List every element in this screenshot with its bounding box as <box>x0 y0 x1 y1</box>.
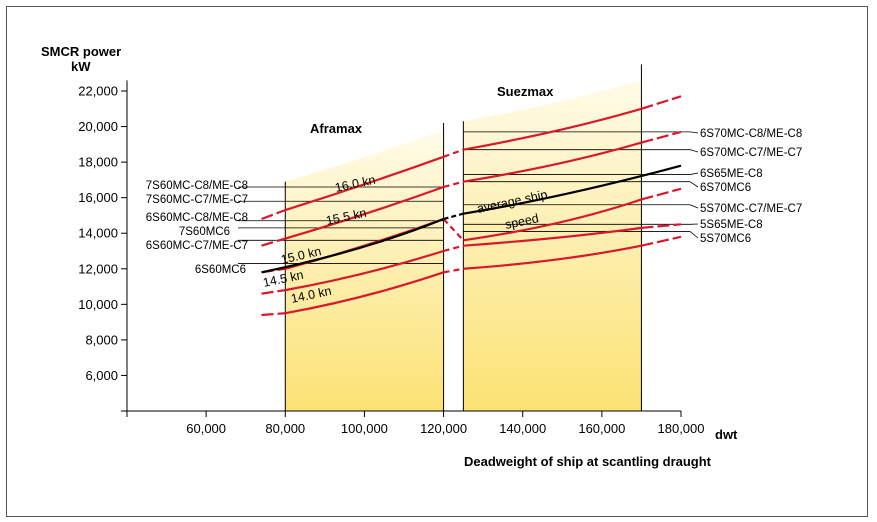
x-tick-label: 160,000 <box>578 421 625 436</box>
speed-curve-extension-left <box>261 209 286 221</box>
y-axis-title: SMCR power <box>41 44 121 59</box>
engine-label-left: 6S60MC6 <box>195 264 246 276</box>
y-tick-label: 18,000 <box>78 155 118 170</box>
region-label: Aframax <box>310 121 363 136</box>
speed-curve-extension-right <box>641 223 682 229</box>
engine-leader <box>689 181 699 188</box>
engine-label-right: 5S70MC6 <box>700 233 751 245</box>
speed-curve-extension-left <box>261 312 286 317</box>
y-tick-label: 8,000 <box>85 332 118 347</box>
y-tick-label: 6,000 <box>85 368 118 383</box>
region-shading <box>284 64 642 411</box>
chart-frame: 60,000 80,000 100,000 120,000 140,000 160,000… <box>6 6 868 517</box>
speed-curve-extension-right <box>641 130 682 144</box>
engine-label-right: 6S70MC-C7/ME-C7 <box>700 147 802 159</box>
speed-curve-suezmax <box>463 198 642 242</box>
y-tick-label: 10,000 <box>78 297 118 312</box>
speed-curve-extension-left <box>261 237 286 247</box>
average-speed-gap <box>443 212 464 221</box>
speed-curve-gap <box>443 244 464 253</box>
speed-curve-aframax <box>285 249 444 292</box>
y-tick-label: 22,000 <box>78 84 118 99</box>
speed-curve-suezmax <box>463 107 642 151</box>
engine-label-left: 7S60MC-C7/ME-C7 <box>146 194 248 206</box>
engine-label-left: 6S60MC-C8/ME-C8 <box>146 212 248 224</box>
engine-label-right: 5S65ME-C8 <box>700 219 763 231</box>
speed-curve-aframax <box>284 155 444 212</box>
y-tick-label: 12,000 <box>78 261 118 276</box>
speed-curve-suezmax <box>463 226 642 247</box>
engine-label-left: 7S60MC-C8/ME-C8 <box>146 180 248 192</box>
x-axis-unit: dwt <box>715 427 738 442</box>
y-tick-label: 16,000 <box>78 190 118 205</box>
speed-curve-suezmax <box>463 141 642 183</box>
speed-curve-gap <box>443 267 464 274</box>
engine-label-right: 5S70MC-C7/ME-C7 <box>700 203 802 215</box>
speed-curve-aframax <box>285 271 444 315</box>
engine-label-left: 6S60MC-C7/ME-C7 <box>146 240 248 252</box>
y-tick-label: 20,000 <box>78 119 118 134</box>
y-tick-label: 14,000 <box>78 226 118 241</box>
x-tick-label: 180,000 <box>658 421 705 436</box>
speed-curve-suezmax <box>463 244 642 270</box>
x-tick-label: 120,000 <box>420 421 467 436</box>
engine-label-left: 7S60MC6 <box>179 226 230 238</box>
speed-curves <box>261 95 682 317</box>
speed-curve-gap <box>443 180 464 189</box>
speed-curve-gap <box>443 148 464 158</box>
speed-curve-extension-right <box>641 235 682 247</box>
axes: 60,000 80,000 100,000 120,000 140,000 160,000… <box>78 80 705 436</box>
speed-curve-aframax <box>284 185 444 240</box>
speed-curve-extension-left <box>261 289 286 295</box>
speed-curve-extension-right <box>641 95 682 110</box>
region-fill-aframax <box>285 130 444 411</box>
engine-label-right: 6S65ME-C8 <box>700 168 763 180</box>
speed-curve-gap <box>442 218 465 242</box>
speed-curve-extension-right <box>641 187 682 201</box>
region-fill-suezmax <box>463 80 642 411</box>
x-tick-label: 140,000 <box>499 421 546 436</box>
x-tick-label: 60,000 <box>186 421 226 436</box>
x-axis-title: Deadweight of ship at scantling draught <box>464 454 712 469</box>
x-tick-label: 100,000 <box>341 421 388 436</box>
engine-leader <box>689 149 699 153</box>
engine-leader <box>689 231 699 239</box>
region-label: Suezmax <box>497 84 554 99</box>
average-speed-curve-aframax <box>261 217 444 274</box>
average-speed-label-line2: speed <box>504 211 540 232</box>
engine-leader <box>689 131 699 134</box>
engine-leader <box>689 204 699 209</box>
engine-lines <box>238 131 699 264</box>
engine-label-right: 6S70MC6 <box>700 182 751 194</box>
x-tick-label: 80,000 <box>265 421 305 436</box>
average-speed-curve-suezmax <box>463 164 682 215</box>
power-deadweight-chart: 60,000 80,000 100,000 120,000 140,000 160,000… <box>41 44 802 469</box>
engine-leader <box>689 172 699 175</box>
engine-label-right: 6S70MC-C8/ME-C8 <box>700 128 802 140</box>
y-axis-unit: kW <box>71 59 91 74</box>
